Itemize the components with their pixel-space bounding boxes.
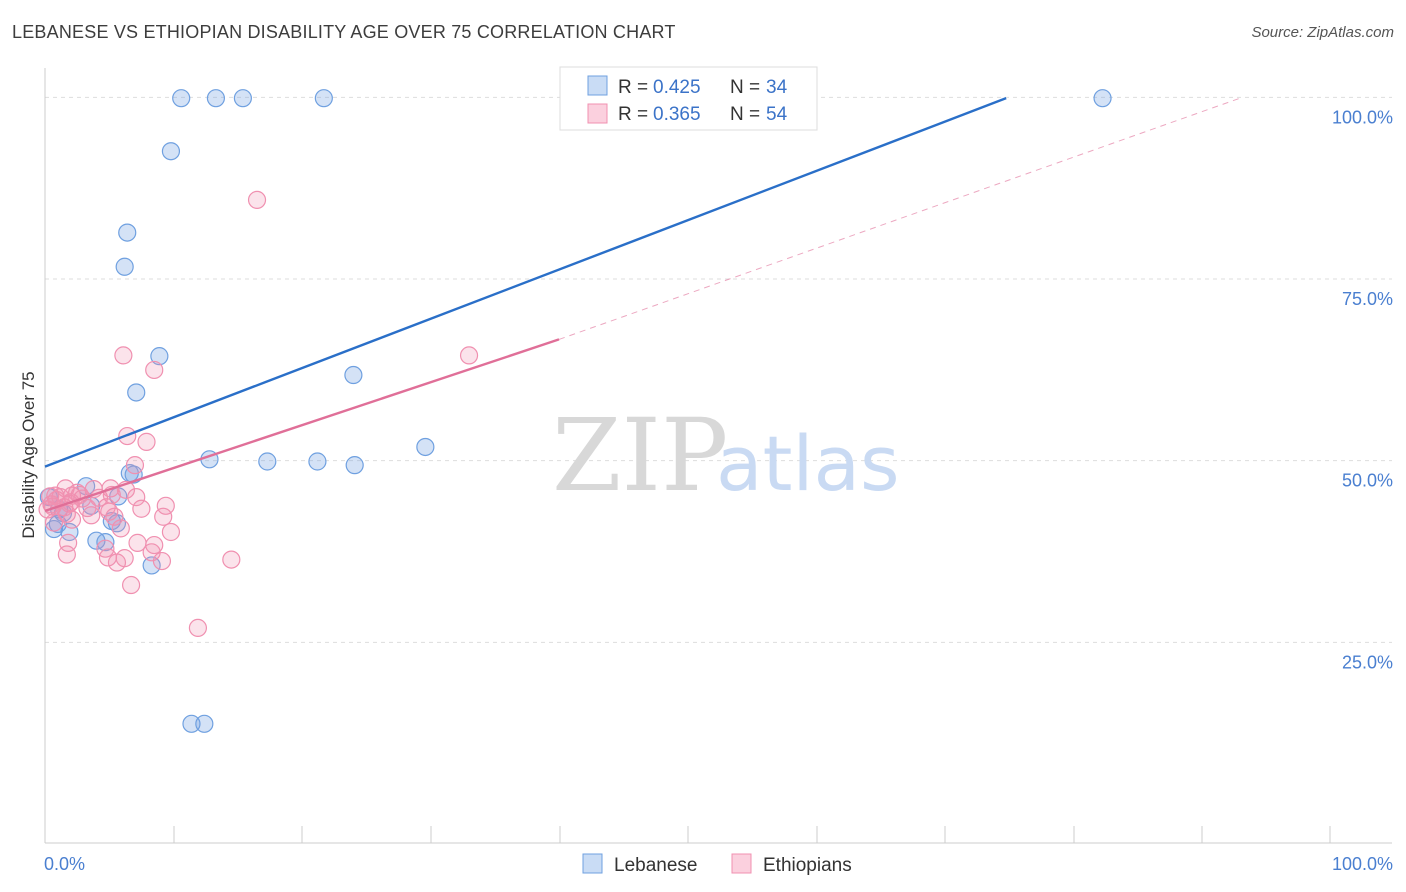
point-ethiopians-43 xyxy=(57,545,76,564)
point-ethiopians-40 xyxy=(145,535,164,555)
point-lebanese-15 xyxy=(345,456,364,475)
point-lebanese-8 xyxy=(150,347,169,366)
legend-n-value-lebanese: 34 xyxy=(766,77,788,98)
point-lebanese-3 xyxy=(314,89,333,108)
point-lebanese-10 xyxy=(127,383,146,402)
point-ethiopians-48 xyxy=(152,551,172,571)
point-lebanese-6 xyxy=(118,223,137,242)
point-ethiopians-46 xyxy=(222,550,241,569)
bottom-legend-label-ethiopians: Ethiopians xyxy=(763,855,852,876)
point-lebanese-32 xyxy=(182,714,201,733)
point-lebanese-4 xyxy=(1093,89,1112,108)
point-ethiopians-18 xyxy=(127,488,146,507)
point-lebanese-1 xyxy=(206,89,226,108)
y-tick-label-75: 75.0% xyxy=(1342,289,1393,309)
bottom-legend-swatch-ethiopians xyxy=(731,853,752,874)
point-lebanese-14 xyxy=(308,452,327,471)
point-lebanese-0 xyxy=(172,89,191,108)
point-ethiopians-2 xyxy=(114,346,133,365)
watermark-atlas: atlas xyxy=(716,419,900,508)
point-lebanese-2 xyxy=(233,89,252,108)
point-ethiopians-50 xyxy=(188,618,208,638)
watermark: ZIP atlas xyxy=(552,397,900,514)
point-lebanese-30 xyxy=(96,533,115,552)
point-ethiopians-37 xyxy=(161,522,181,542)
point-ethiopians-31 xyxy=(82,506,101,525)
source-label: Source: ZipAtlas.com xyxy=(1251,24,1394,41)
legend-n-label-ethiopians: N = xyxy=(730,104,760,125)
point-ethiopians-51 xyxy=(42,495,61,514)
legend-r-label-ethiopians: R = xyxy=(618,104,648,125)
point-lebanese-13 xyxy=(258,452,277,471)
legend-n-value-ethiopians: 54 xyxy=(766,104,788,125)
point-ethiopians-36 xyxy=(111,519,130,538)
trend-line-lebanese xyxy=(44,97,1007,468)
grid-lines xyxy=(45,96,1392,643)
point-ethiopians-1 xyxy=(459,346,479,365)
point-ethiopians-5 xyxy=(137,432,156,451)
point-ethiopians-47 xyxy=(107,553,127,572)
legend-n-label-lebanese: N = xyxy=(730,77,760,98)
bottom-legend-swatch-lebanese xyxy=(582,853,603,874)
trend-line-extension-ethiopians xyxy=(558,97,1241,340)
trend-line-ethiopians xyxy=(44,338,560,513)
point-ethiopians-29 xyxy=(57,504,76,523)
point-lebanese-33 xyxy=(195,714,214,733)
legend-r-label-lebanese: R = xyxy=(618,77,648,98)
point-ethiopians-33 xyxy=(154,507,173,526)
y-tick-label-25: 25.0% xyxy=(1342,652,1393,672)
chart-title: LEBANESE VS ETHIOPIAN DISABILITY AGE OVE… xyxy=(12,22,676,42)
y-tick-label-100: 100.0% xyxy=(1332,107,1393,127)
point-ethiopians-6 xyxy=(125,456,145,475)
point-lebanese-5 xyxy=(161,142,181,161)
point-ethiopians-49 xyxy=(121,575,141,595)
point-ethiopians-0 xyxy=(247,190,267,209)
watermark-zip: ZIP xyxy=(552,397,728,514)
y-axis-label: Disability Age Over 75 xyxy=(19,371,38,538)
data-points xyxy=(38,89,1112,733)
point-lebanese-7 xyxy=(115,257,134,276)
bottom-legend-label-lebanese: Lebanese xyxy=(614,855,697,876)
point-lebanese-9 xyxy=(344,365,363,385)
point-lebanese-11 xyxy=(416,437,435,457)
point-ethiopians-32 xyxy=(105,507,124,526)
legend-swatch-lebanese xyxy=(587,75,608,96)
legend-r-value-ethiopians: 0.365 xyxy=(653,104,701,125)
point-ethiopians-34 xyxy=(62,510,82,529)
point-lebanese-31 xyxy=(142,556,161,575)
trend-lines xyxy=(44,97,1241,513)
tick-labels: 25.0% 50.0% 75.0% 100.0% 0.0% 100.0% xyxy=(44,107,1393,874)
legend-r-value-lebanese: 0.425 xyxy=(653,77,701,98)
legend-swatch-ethiopians xyxy=(587,103,608,124)
point-ethiopians-27 xyxy=(156,496,175,515)
point-ethiopians-3 xyxy=(145,360,164,380)
x-tick-label-0: 0.0% xyxy=(44,854,85,874)
point-lebanese-27 xyxy=(44,519,64,539)
x-tick-label-100: 100.0% xyxy=(1332,854,1393,874)
series-legend: Lebanese Ethiopians xyxy=(582,853,852,876)
y-tick-label-50: 50.0% xyxy=(1342,471,1393,491)
stats-legend: R = 0.425 N = 34 R = 0.365 N = 54 xyxy=(559,66,818,131)
point-ethiopians-35 xyxy=(44,513,64,532)
axes xyxy=(44,68,1392,844)
point-ethiopians-30 xyxy=(100,502,119,521)
point-ethiopians-53 xyxy=(132,499,151,518)
